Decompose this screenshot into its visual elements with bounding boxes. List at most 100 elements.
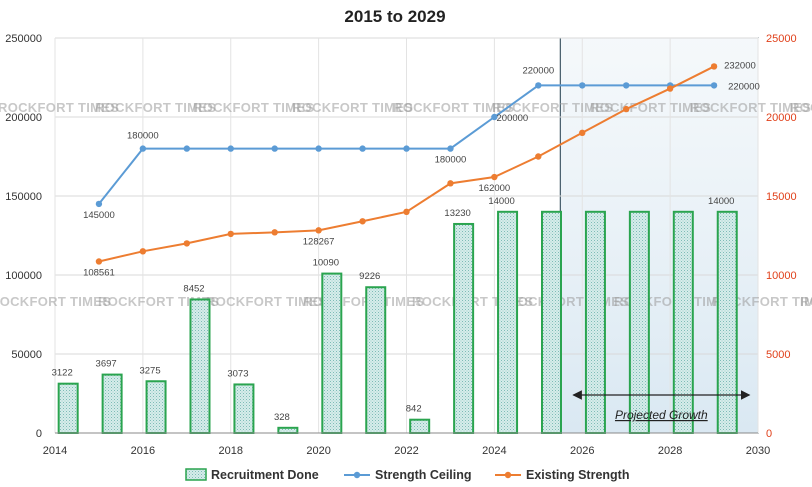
existing-data-label: 108561 bbox=[83, 267, 115, 278]
existing-strength-point bbox=[579, 129, 586, 136]
watermark-text: ROCKFORT TIMES bbox=[98, 294, 219, 309]
recruitment-bar bbox=[672, 210, 694, 434]
strength-ceiling-point bbox=[139, 145, 147, 152]
legend-marker-existing bbox=[504, 471, 512, 479]
recruitment-bar bbox=[321, 272, 343, 434]
recruitment-bar bbox=[584, 210, 606, 434]
y-right-tick-label: 20000 bbox=[766, 112, 797, 124]
x-tick-label: 2028 bbox=[658, 445, 682, 457]
strength-ceiling-point bbox=[710, 82, 718, 89]
y-right-tick-label: 10000 bbox=[766, 270, 797, 282]
x-tick-label: 2018 bbox=[219, 445, 243, 457]
x-tick-label: 2016 bbox=[131, 445, 155, 457]
bar-data-label: 842 bbox=[406, 404, 422, 415]
x-tick-label: 2030 bbox=[746, 445, 770, 457]
bar-data-label: 14000 bbox=[708, 196, 734, 207]
x-tick-label: 2026 bbox=[570, 445, 594, 457]
watermark-text: ROCKFORT TIMES bbox=[508, 294, 629, 309]
ceiling-data-label: 145000 bbox=[83, 210, 115, 221]
existing-data-label: 162000 bbox=[479, 183, 511, 194]
strength-ceiling-point bbox=[447, 145, 454, 152]
x-tick-label: 2014 bbox=[43, 445, 67, 457]
existing-strength-point bbox=[271, 229, 278, 236]
y-left-tick-label: 100000 bbox=[5, 270, 42, 282]
bar-data-label: 14000 bbox=[488, 196, 514, 207]
ceiling-data-label: 220000 bbox=[728, 81, 760, 92]
existing-strength-point bbox=[315, 227, 322, 234]
projected-growth-label: Projected Growth bbox=[615, 408, 708, 422]
recruitment-bar bbox=[365, 286, 387, 434]
existing-strength-point bbox=[491, 173, 498, 181]
ceiling-data-label: 180000 bbox=[127, 131, 159, 142]
existing-strength-point bbox=[95, 258, 103, 265]
bar-data-label: 3073 bbox=[227, 368, 248, 379]
recruitment-bar bbox=[101, 373, 123, 435]
x-tick-label: 2024 bbox=[482, 445, 506, 457]
bar-data-label: 9226 bbox=[359, 271, 380, 282]
strength-ceiling-point bbox=[271, 145, 278, 152]
y-left-tick-label: 0 bbox=[36, 428, 42, 440]
strength-ceiling-point bbox=[491, 113, 498, 121]
strength-ceiling-point bbox=[227, 145, 234, 152]
recruitment-bar bbox=[189, 298, 211, 434]
watermark-text: ROCKFORT TIMES bbox=[206, 294, 327, 309]
strength-ceiling-point bbox=[535, 82, 542, 89]
legend-label-ceiling: Strength Ceiling bbox=[375, 468, 472, 482]
strength-ceiling-point bbox=[183, 145, 191, 152]
ceiling-data-label: 220000 bbox=[522, 65, 554, 76]
recruitment-bar bbox=[409, 418, 431, 435]
strength-ceiling-point bbox=[359, 145, 366, 152]
y-right-tick-label: 15000 bbox=[766, 191, 797, 203]
watermark-text: ROCKFORT TIMES bbox=[303, 294, 424, 309]
ceiling-data-label: 200000 bbox=[497, 113, 529, 124]
bar-data-label: 328 bbox=[274, 412, 290, 423]
strength-ceiling-point bbox=[622, 82, 630, 89]
existing-strength-point bbox=[622, 105, 630, 113]
legend-marker-ceiling bbox=[353, 471, 361, 479]
watermark-text: ROCKFORT TIMES bbox=[800, 294, 812, 309]
recruitment-bar bbox=[277, 426, 299, 434]
existing-strength-point bbox=[139, 248, 147, 255]
watermark-text: ROCKFORT TIMES bbox=[292, 100, 413, 115]
existing-strength-point bbox=[535, 153, 542, 160]
y-left-tick-label: 200000 bbox=[5, 112, 42, 124]
existing-strength-point bbox=[359, 218, 366, 225]
recruitment-bar bbox=[628, 210, 650, 434]
y-left-tick-label: 150000 bbox=[5, 191, 42, 203]
legend-label-existing: Existing Strength bbox=[526, 468, 629, 482]
y-right-tick-label: 5000 bbox=[766, 349, 790, 361]
recruitment-bar bbox=[57, 382, 79, 434]
strength-ceiling-point bbox=[403, 145, 410, 152]
existing-strength-point bbox=[227, 230, 234, 238]
watermark-text: ROCKFORT TIMES bbox=[492, 100, 613, 115]
watermark-text: ROCKFORT TIMES bbox=[690, 100, 811, 115]
watermark-text: ROCKFORT TIMES bbox=[0, 294, 111, 309]
watermark-text: ROCKFORT TIMES bbox=[193, 100, 314, 115]
ceiling-data-label: 180000 bbox=[435, 155, 467, 166]
y-right-tick-label: 25000 bbox=[766, 33, 797, 45]
existing-strength-point bbox=[447, 180, 454, 187]
bar-data-label: 3697 bbox=[96, 359, 117, 370]
strength-ceiling-point bbox=[579, 82, 586, 89]
existing-data-label: 232000 bbox=[724, 60, 756, 71]
watermark-text: ROCKFORT TIMES bbox=[393, 100, 514, 115]
existing-strength-point bbox=[403, 208, 410, 215]
bar-data-label: 13230 bbox=[444, 208, 470, 219]
bar-data-label: 10090 bbox=[313, 258, 339, 269]
existing-strength-point bbox=[183, 240, 191, 247]
watermark-text: ROCKFORT TIMES bbox=[95, 100, 216, 115]
existing-strength-point bbox=[666, 85, 674, 92]
legend-swatch-recruitment bbox=[185, 468, 207, 481]
x-tick-label: 2022 bbox=[394, 445, 418, 457]
y-left-tick-label: 50000 bbox=[11, 349, 42, 361]
recruitment-bar bbox=[716, 210, 738, 434]
recruitment-bar bbox=[145, 380, 167, 435]
recruitment-bar bbox=[540, 210, 562, 434]
strength-ceiling-point bbox=[315, 145, 322, 152]
strength-ceiling-point bbox=[95, 200, 103, 208]
y-left-tick-label: 250000 bbox=[5, 33, 42, 45]
existing-data-label: 128267 bbox=[303, 236, 335, 247]
watermark-text: ROCKFORT TIMES bbox=[790, 100, 812, 115]
bar-data-label: 3275 bbox=[139, 365, 160, 376]
